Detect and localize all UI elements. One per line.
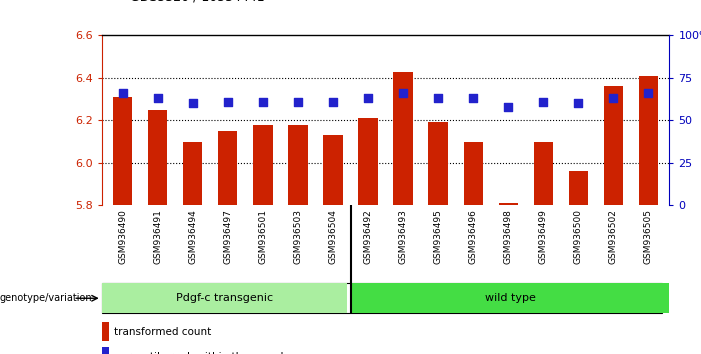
Text: Pdgf-c transgenic: Pdgf-c transgenic (176, 293, 273, 303)
Bar (253, 125, 273, 205)
Text: wild type: wild type (484, 293, 536, 303)
Text: transformed count: transformed count (114, 327, 212, 337)
Text: genotype/variation: genotype/variation (0, 293, 93, 303)
Bar (113, 97, 132, 205)
Text: GSM936498: GSM936498 (504, 209, 512, 264)
Text: GSM936490: GSM936490 (118, 209, 127, 264)
Bar (463, 142, 483, 205)
Text: GSM936491: GSM936491 (154, 209, 162, 264)
Text: GSM936495: GSM936495 (434, 209, 442, 264)
Bar (323, 135, 343, 205)
Bar (358, 118, 378, 205)
Text: GSM936500: GSM936500 (574, 209, 583, 264)
Bar (639, 76, 658, 205)
Bar (148, 110, 168, 205)
Text: GSM936496: GSM936496 (469, 209, 477, 264)
Point (222, 99, 233, 104)
Point (257, 99, 268, 104)
Bar (393, 72, 413, 205)
Text: GSM936503: GSM936503 (294, 209, 302, 264)
Point (608, 96, 619, 101)
Text: GSM936492: GSM936492 (364, 209, 372, 264)
Point (152, 96, 163, 101)
Point (362, 96, 374, 101)
Point (538, 99, 549, 104)
Bar (288, 125, 308, 205)
Bar (183, 142, 203, 205)
Point (573, 101, 584, 106)
Text: GSM936505: GSM936505 (644, 209, 653, 264)
Bar (498, 203, 518, 205)
Text: GSM936504: GSM936504 (329, 209, 337, 264)
Bar (533, 142, 553, 205)
Text: percentile rank within the sample: percentile rank within the sample (114, 352, 290, 354)
Point (292, 99, 304, 104)
Text: GSM936494: GSM936494 (189, 209, 197, 264)
Bar (102, 347, 109, 354)
Bar (102, 283, 347, 313)
Text: GSM936501: GSM936501 (259, 209, 267, 264)
Bar (604, 86, 623, 205)
Bar (428, 122, 448, 205)
Point (187, 101, 198, 106)
Bar (218, 131, 238, 205)
Point (397, 90, 409, 96)
Point (468, 96, 479, 101)
Text: GSM936497: GSM936497 (224, 209, 232, 264)
Text: GDS5320 / 10534441: GDS5320 / 10534441 (130, 0, 264, 4)
Bar (350, 283, 669, 313)
Point (433, 96, 444, 101)
Point (643, 90, 654, 96)
Point (117, 90, 128, 96)
Bar (102, 322, 109, 341)
Text: GSM936502: GSM936502 (609, 209, 618, 264)
Text: GSM936499: GSM936499 (539, 209, 547, 264)
Bar (569, 171, 588, 205)
Point (503, 104, 514, 110)
Text: GSM936493: GSM936493 (399, 209, 407, 264)
Point (327, 99, 339, 104)
